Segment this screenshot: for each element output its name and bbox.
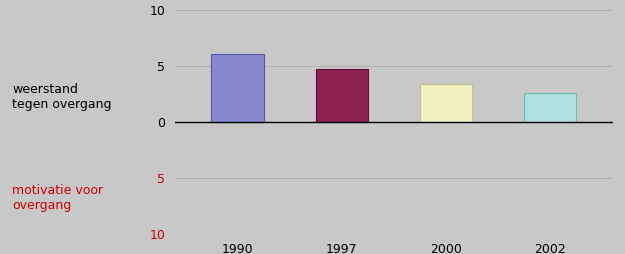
Bar xyxy=(316,69,368,122)
Text: motivatie voor
overgang: motivatie voor overgang xyxy=(12,184,104,212)
Bar xyxy=(420,84,472,122)
Bar xyxy=(211,54,264,122)
Text: weerstand
tegen overgang: weerstand tegen overgang xyxy=(12,83,112,110)
Bar xyxy=(524,93,576,122)
